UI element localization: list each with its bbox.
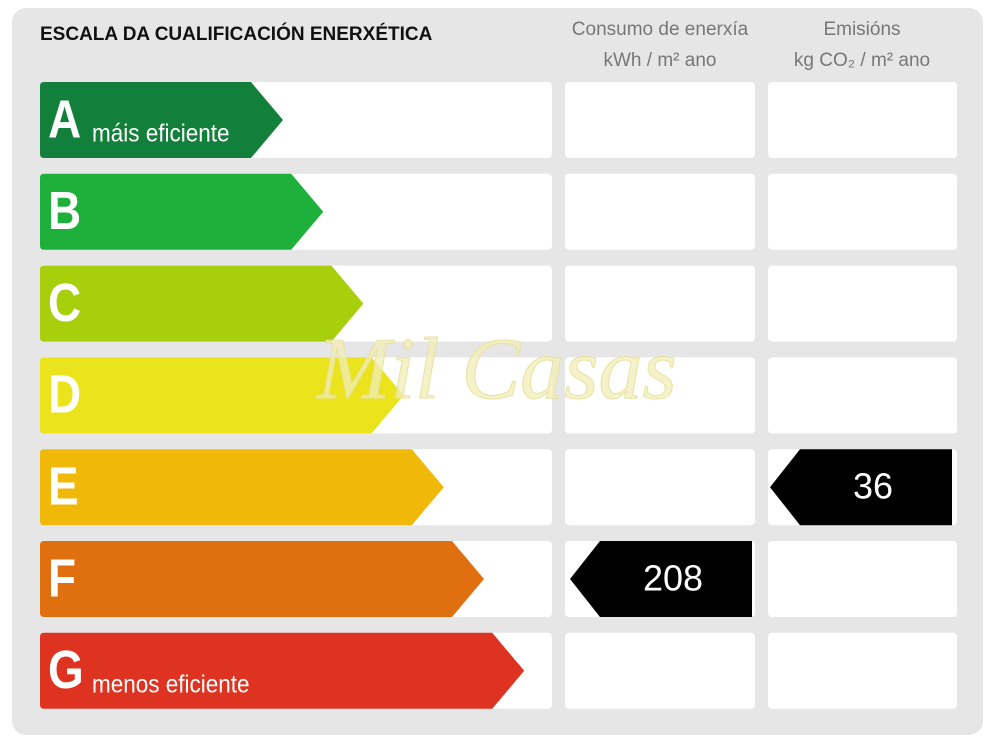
emissions-cell	[768, 82, 957, 158]
rating-arrow	[40, 173, 324, 250]
rating-label: máis eficiente	[92, 120, 229, 148]
column-title: Emisións	[823, 19, 900, 40]
rating-letter: B	[48, 181, 81, 241]
rating-arrow	[40, 82, 283, 158]
title: ESCALA DA CUALIFICACIÓN ENERXÉTICA	[40, 23, 433, 45]
rating-letter: F	[48, 548, 76, 608]
rating-label: menos eficiente	[92, 670, 249, 698]
column-unit: kWh / m² ano	[604, 50, 717, 71]
watermark: Mil Casas	[315, 321, 676, 418]
rating-arrow	[40, 632, 525, 709]
column-unit: kg CO₂ / m² ano	[794, 50, 930, 71]
emissions-cell	[768, 357, 957, 434]
consumption-cell	[565, 449, 755, 526]
emissions-cell	[768, 541, 957, 617]
indicator	[570, 541, 752, 617]
rating-arrow	[40, 449, 444, 526]
rating-letter: G	[48, 640, 84, 700]
emissions-cell	[768, 632, 957, 709]
rating-letter: A	[48, 89, 81, 149]
rating-arrow	[40, 265, 364, 342]
column-title: Consumo de enerxía	[572, 19, 749, 40]
rating-arrow	[40, 541, 484, 617]
rating-letter: E	[48, 456, 79, 516]
emissions-cell	[768, 173, 957, 250]
rating-arrow	[40, 357, 404, 434]
indicator-value: 36	[853, 466, 893, 507]
indicator-value: 208	[643, 558, 703, 599]
consumption-cell	[565, 632, 755, 709]
rating-letter: C	[48, 272, 81, 332]
consumption-cell	[565, 173, 755, 250]
consumption-cell	[565, 265, 755, 342]
indicator	[770, 449, 952, 526]
rating-letter: D	[48, 364, 81, 424]
consumption-cell	[565, 82, 755, 158]
emissions-cell	[768, 265, 957, 342]
consumption-cell	[565, 357, 755, 434]
